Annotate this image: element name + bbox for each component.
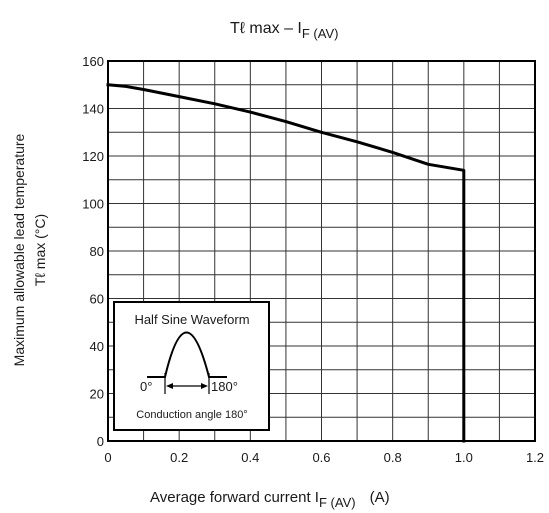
arrow-left-icon bbox=[166, 383, 173, 389]
y-axis-label-line2: Tℓ max (°C) bbox=[32, 214, 48, 286]
x-axis-label-unit: (A) bbox=[370, 489, 390, 506]
x-tick-label: 1.2 bbox=[526, 450, 544, 465]
inset-right-label: 180° bbox=[211, 379, 238, 394]
series-line bbox=[106, 83, 466, 443]
y-tick-label: 100 bbox=[82, 197, 104, 212]
y-axis-label: Maximum allowable lead temperature Tℓ ma… bbox=[11, 133, 48, 366]
y-tick-label: 20 bbox=[90, 387, 104, 402]
x-axis-label-main: Average forward current I bbox=[150, 489, 319, 506]
x-tick-labels: 0 0.2 0.4 0.6 0.8 1.0 1.2 bbox=[104, 450, 544, 465]
chart-title: Tℓ max – IF (AV) bbox=[230, 20, 338, 41]
half-sine-waveform bbox=[147, 331, 227, 378]
x-tick-label: 0.8 bbox=[384, 450, 402, 465]
x-tick-label: 0.2 bbox=[170, 450, 188, 465]
inset-left-label: 0° bbox=[140, 379, 152, 394]
x-tick-label: 0 bbox=[104, 450, 111, 465]
plot-frame bbox=[107, 60, 536, 442]
chart-title-main: Tℓ max – I bbox=[230, 20, 302, 37]
x-tick-label: 0.6 bbox=[312, 450, 330, 465]
y-tick-label: 140 bbox=[82, 102, 104, 117]
x-tick-label: 1.0 bbox=[455, 450, 473, 465]
chart-title-sub: F (AV) bbox=[302, 26, 339, 41]
inset-box bbox=[113, 301, 270, 431]
y-tick-label: 0 bbox=[97, 434, 104, 449]
waveform-inset: Half Sine Waveform 0° 180° Conduction an… bbox=[113, 301, 270, 431]
x-axis-label: Average forward current IF (AV) (A) bbox=[150, 489, 390, 510]
x-tick-label: 0.4 bbox=[241, 450, 259, 465]
y-tick-label: 80 bbox=[90, 244, 104, 259]
y-tick-label: 120 bbox=[82, 149, 104, 164]
x-axis-label-sub: F (AV) bbox=[319, 495, 356, 510]
y-tick-label: 160 bbox=[82, 54, 104, 69]
y-axis-label-line1: Maximum allowable lead temperature bbox=[11, 133, 27, 366]
y-tick-labels: 0 20 40 60 80 100 120 140 160 bbox=[82, 54, 104, 449]
inset-caption: Conduction angle 180° bbox=[136, 409, 247, 421]
arrow-right-icon bbox=[201, 383, 208, 389]
y-tick-label: 40 bbox=[90, 339, 104, 354]
y-tick-label: 60 bbox=[90, 292, 104, 307]
inset-title: Half Sine Waveform bbox=[134, 312, 249, 327]
